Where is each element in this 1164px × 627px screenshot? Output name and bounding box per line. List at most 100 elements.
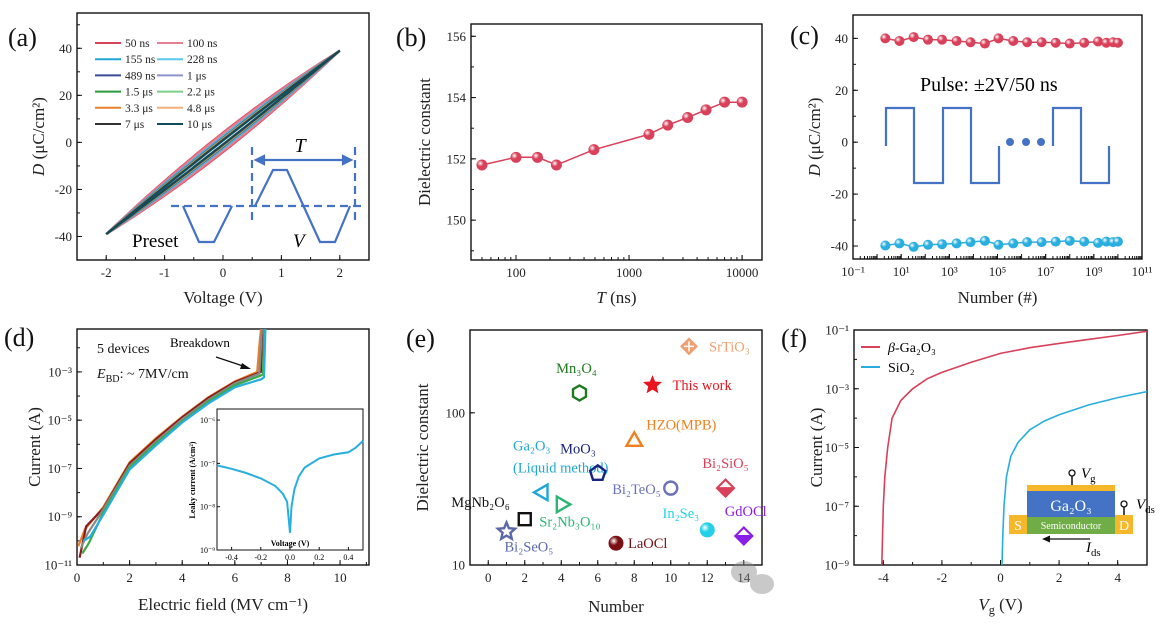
- x-axis-label: T (ns): [596, 288, 636, 307]
- text-part: D: [29, 163, 48, 177]
- panel-c: 10⁻¹ 10¹ 10³ 10⁵ 10⁷ 10⁹ 10¹¹ -40 -20 0 20 40 Pulse:…: [790, 14, 1152, 307]
- x-tick-label: -4: [878, 570, 889, 585]
- point-label: Sr₂Nb₃O₁₀: [539, 514, 600, 530]
- voltage-label: V: [293, 231, 307, 252]
- cross-mark: [684, 341, 694, 352]
- period-label: T: [294, 135, 307, 157]
- preset-pulse: [181, 205, 233, 244]
- pulse-train: [884, 106, 1001, 185]
- data-point: [894, 35, 905, 46]
- chat-bubble: [750, 574, 774, 594]
- diamond-marker: [715, 478, 736, 499]
- y-tick-label: 10⁻⁷: [825, 499, 849, 514]
- x-tick-label: 0: [74, 570, 81, 585]
- x-tick-label: 100: [506, 265, 526, 280]
- text-part: (μC/cm²): [805, 98, 824, 165]
- data-point: [908, 241, 919, 252]
- text-part: V: [978, 595, 991, 614]
- y-axis-label: Current (A): [25, 407, 44, 487]
- data-point: [1022, 237, 1033, 248]
- text-part: β: [887, 341, 895, 356]
- y-tick-label: -20: [55, 182, 72, 197]
- y-tick-label: 10⁻¹¹: [44, 558, 72, 573]
- x-tick-label: 2: [337, 265, 344, 280]
- point-label: Bi₂SeO₅: [505, 540, 554, 556]
- y-tick-label: 10⁻¹: [825, 323, 849, 338]
- text-part: Current (A): [25, 407, 44, 487]
- data-point: [1064, 38, 1075, 49]
- x-axis-label: Vg (V): [978, 595, 1022, 617]
- current-label: Ids: [1085, 540, 1101, 559]
- x-tick-label: 4: [558, 570, 565, 585]
- point-label: Bi₂SiO₅: [702, 456, 748, 472]
- data-point: [1008, 238, 1019, 249]
- panel-f: -4 -2 0 2 4 10⁻⁹ 10⁻⁷ 10⁻⁵ 10⁻³ 10⁻¹ β-Ga₂O₃ SiO₂ Ga…: [781, 323, 1155, 618]
- y-tick-label: 10⁻³: [48, 364, 72, 379]
- legend-label: 1.5 μs: [125, 87, 153, 99]
- x-axis-label: Electric field (MV cm⁻¹): [138, 595, 308, 614]
- text-part: ds: [1145, 504, 1155, 516]
- data-point: [1008, 35, 1019, 46]
- drain-contact: [1115, 515, 1133, 534]
- data-point: [922, 239, 933, 250]
- terminal-circle: [1120, 500, 1128, 508]
- drain-label: D: [1119, 519, 1129, 534]
- diamond-half-mark: [737, 529, 750, 536]
- y-axis-label: Dielectric constant: [415, 78, 434, 206]
- text-part: (ns): [606, 288, 637, 307]
- plot-frame: [470, 23, 763, 261]
- y-tick-label: 10⁻⁸: [200, 503, 215, 512]
- x-tick-label: 14: [737, 570, 751, 585]
- x-tick-label: 10⁻¹: [841, 264, 865, 279]
- inset-x-label: Voltage (V): [271, 539, 310, 548]
- x-tick-label: 2: [1056, 570, 1063, 585]
- legend-label: SiO₂: [888, 361, 915, 376]
- x-tick-label: 0.2: [314, 553, 324, 562]
- text-part: g: [1090, 473, 1096, 485]
- data-point: [965, 37, 976, 48]
- preset-label: Preset: [132, 231, 179, 252]
- devices-label: 5 devices: [97, 342, 149, 357]
- hysteresis-loop: [105, 49, 341, 235]
- y-tick-label: -40: [831, 239, 848, 254]
- text-part: ds: [1091, 547, 1101, 559]
- data-point: [979, 38, 990, 49]
- text-part: SiO₂: [888, 361, 915, 376]
- text-part: : ~ 7MV/cm: [120, 367, 189, 382]
- breakdown-field-label: EBD: ~ 7MV/cm: [96, 367, 189, 385]
- x-tick-label: -0.2: [254, 553, 267, 562]
- point-label: MoO₃: [560, 441, 596, 457]
- point-label: MgNb₂O₆: [451, 495, 509, 511]
- data-point: [550, 159, 562, 171]
- data-point: [993, 33, 1004, 44]
- wechat-logo-watermark: [731, 561, 774, 594]
- data-point: [662, 119, 674, 131]
- diamond-half-mark: [719, 481, 732, 488]
- y-tick-label: 10⁻⁹: [48, 509, 73, 524]
- data-point: [476, 159, 488, 171]
- legend-label: 489 ns: [125, 70, 156, 82]
- plot-frame: [852, 14, 1143, 260]
- x-tick-label: -1: [159, 265, 170, 280]
- legend-label: β-Ga₂O₃: [887, 341, 936, 356]
- data-point: [880, 33, 891, 44]
- pentagon-marker: [588, 463, 607, 481]
- y-axis-label: Current (A): [807, 408, 826, 488]
- point-label: In₂Se₃: [663, 506, 700, 522]
- text-part: g: [989, 603, 995, 617]
- x-tick-label: 8: [284, 570, 291, 585]
- point-label: Bi₂TeO₅: [612, 482, 661, 498]
- waveform-inset: [171, 147, 362, 244]
- x-tick-label: 10³: [941, 264, 958, 279]
- triangle-marker: [531, 482, 549, 503]
- star-marker: [643, 375, 662, 394]
- y-tick-label: 20: [835, 83, 848, 98]
- panel-d: 0 2 4 6 8 10 10⁻¹¹ 10⁻⁹ 10⁻⁷ 10⁻⁵ 10⁻³ 5 devices EBD…: [4, 323, 370, 614]
- legend-label: 155 ns: [125, 54, 156, 66]
- x-tick-label: 2: [522, 570, 529, 585]
- square-wave-inset: [884, 106, 1111, 185]
- text-part: (V): [995, 595, 1023, 614]
- text-part: Number (#): [958, 288, 1038, 307]
- x-tick-label: 8: [631, 570, 638, 585]
- text-part: -Ga₂O₃: [895, 341, 936, 356]
